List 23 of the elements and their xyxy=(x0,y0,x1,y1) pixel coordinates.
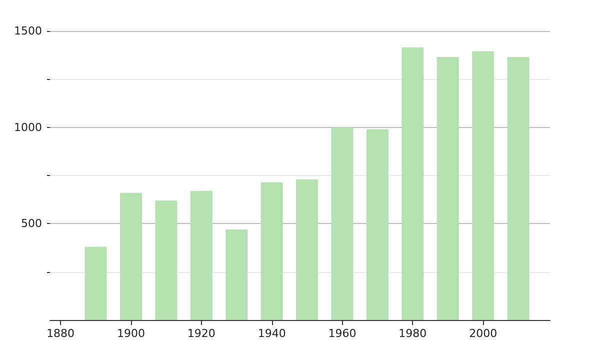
bar xyxy=(507,57,530,320)
bar xyxy=(296,179,318,320)
bar xyxy=(366,129,388,320)
x-tick-label: 1880 xyxy=(46,327,75,340)
x-tick-label: 1900 xyxy=(116,327,145,340)
x-tick-label: 1940 xyxy=(258,327,286,340)
bar xyxy=(155,200,178,320)
y-tick-label: 1500 xyxy=(14,24,42,38)
bar xyxy=(472,51,494,320)
x-tick-label: 1980 xyxy=(398,327,427,340)
y-tick-label: 1000 xyxy=(14,120,42,134)
x-tick-label: 1920 xyxy=(187,327,216,340)
bar xyxy=(120,192,142,320)
y-tick-label: 500 xyxy=(21,217,42,230)
bar xyxy=(84,246,107,320)
bar xyxy=(190,190,212,320)
bar xyxy=(331,127,354,320)
bar xyxy=(260,182,283,320)
x-tick-label: 1960 xyxy=(328,327,356,340)
bar xyxy=(226,229,248,320)
bar xyxy=(402,47,424,320)
x-tick-label: 2000 xyxy=(469,327,498,340)
bar xyxy=(436,57,459,320)
